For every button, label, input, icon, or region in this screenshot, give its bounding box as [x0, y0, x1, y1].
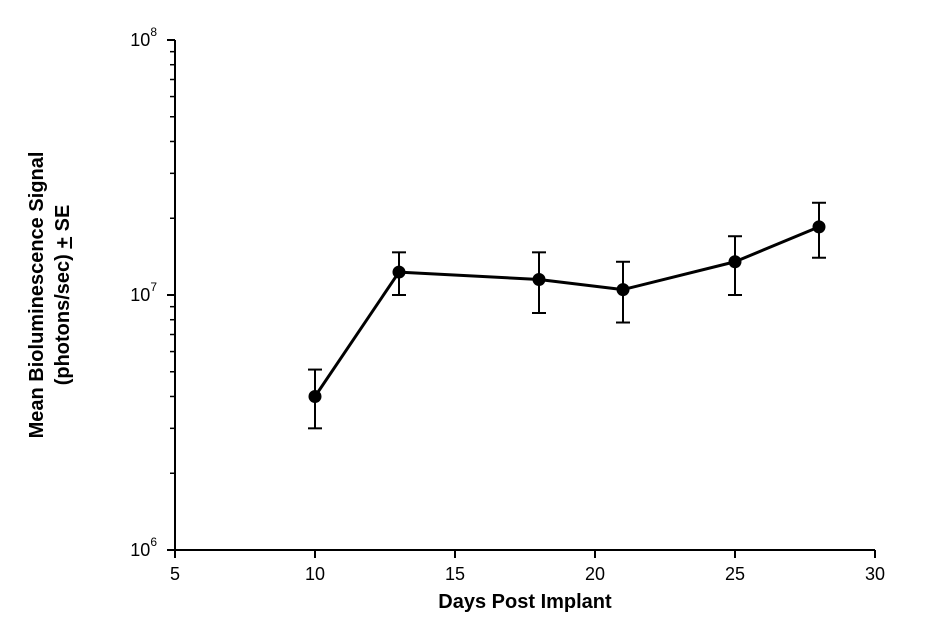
data-point: [309, 390, 321, 402]
y-axis-label-line1: Mean Bioluminescence Signal: [26, 152, 48, 439]
x-tick-label: 30: [865, 564, 885, 584]
x-tick-label: 20: [585, 564, 605, 584]
data-point: [617, 284, 629, 296]
data-point: [729, 256, 741, 268]
x-tick-label: 25: [725, 564, 745, 584]
chart-container: 5 10 15 20 25 30 106 107 108 Days Post Implant Mea…: [0, 0, 950, 633]
y-axis-label-line2: (photons/sec) + SE: [52, 205, 74, 386]
x-axis-label: Days Post Implant: [438, 591, 612, 613]
bioluminescence-chart: 5 10 15 20 25 30 106 107 108 Days Post Implant Mea…: [0, 0, 950, 633]
data-point: [813, 221, 825, 233]
y-tick-label: 108: [130, 25, 157, 50]
y-tick-label: 107: [130, 280, 157, 305]
data-point: [533, 274, 545, 286]
x-tick-label: 10: [305, 564, 325, 584]
x-tick-label: 5: [170, 564, 180, 584]
x-tick-label: 15: [445, 564, 465, 584]
series-line: [315, 227, 819, 397]
y-tick-label: 106: [130, 535, 157, 560]
data-point: [393, 266, 405, 278]
y-axis-label-group: Mean Bioluminescence Signal(photons/sec)…: [26, 152, 74, 439]
